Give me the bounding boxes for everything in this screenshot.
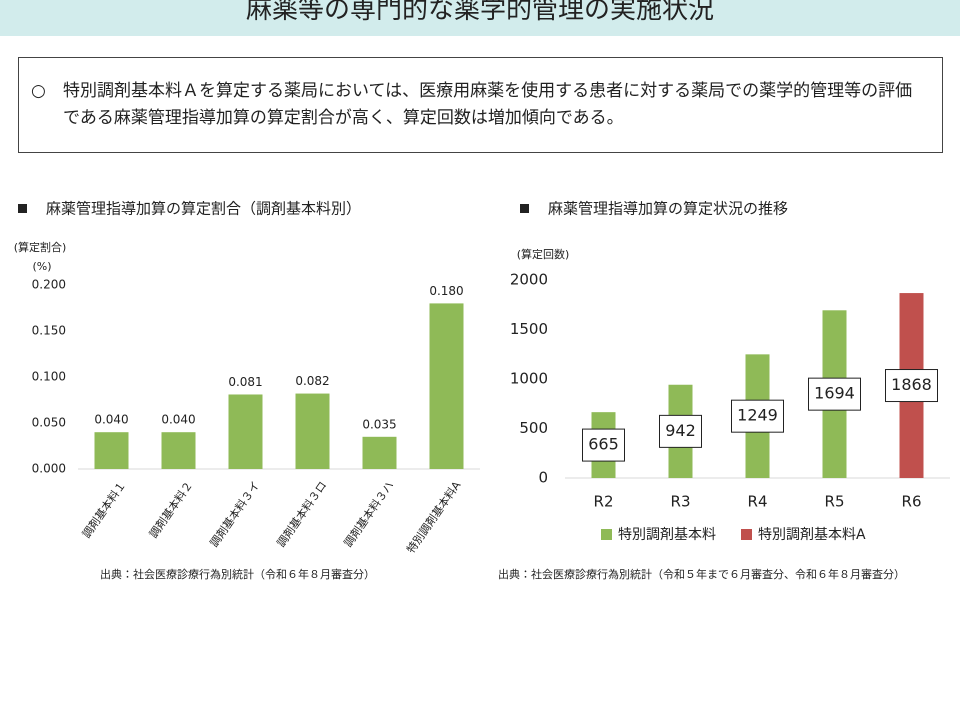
- value-label: 0.081: [228, 375, 262, 389]
- title-marker: [520, 204, 529, 213]
- y-tick-label: 0.000: [32, 462, 66, 476]
- y-axis-label: (算定割合): [14, 240, 67, 254]
- summary-text: 特別調剤基本料Ａを算定する薬局においては、医療用麻薬を使用する患者に対する薬局で…: [63, 81, 913, 128]
- value-label: 0.035: [362, 417, 396, 431]
- source-note: 出典：社会医療診療行為別統計（令和６年８月審査分）: [100, 567, 375, 581]
- title-marker: [18, 204, 27, 213]
- x-tick-label: R2: [594, 493, 614, 511]
- value-label: 0.040: [161, 413, 195, 427]
- bar: [295, 393, 330, 469]
- value-label-box: [659, 414, 702, 448]
- bar: [228, 394, 263, 469]
- y-tick-label: 0.100: [32, 370, 66, 384]
- y-tick-label: 0.050: [32, 416, 66, 430]
- value-label-box: [582, 428, 625, 462]
- x-tick-label: 調剤基本料３イ: [207, 478, 263, 549]
- source-note: 出典：社会医療診療行為別統計（令和５年まで６月審査分、令和６年８月審査分）: [498, 567, 905, 581]
- value-label: 1868: [891, 375, 932, 394]
- summary-box: ○ 特別調剤基本料Ａを算定する薬局においては、医療用麻薬を使用する患者に対する薬局…: [18, 57, 943, 153]
- x-tick-label: R3: [671, 493, 691, 511]
- y-tick-label: 0.150: [32, 324, 66, 338]
- legend-swatch: [601, 529, 612, 540]
- y-tick-label: 2000: [510, 271, 548, 289]
- chart-title: 麻薬管理指導加算の算定割合（調剤基本料別）: [46, 200, 361, 218]
- y-axis-label: (算定回数): [517, 247, 570, 261]
- value-label: 0.040: [94, 413, 128, 427]
- legend-label: 特別調剤基本料A: [758, 526, 866, 543]
- x-tick-label: 特別調剤基本料A: [403, 478, 463, 556]
- value-label: 1249: [737, 406, 778, 425]
- bullet: ○: [31, 81, 46, 101]
- y-tick-label: 0: [538, 469, 548, 487]
- page-title: 麻薬等の専門的な薬学的管理の実施状況: [245, 0, 714, 25]
- y-tick-label: 1500: [510, 320, 548, 338]
- header: 麻薬等の専門的な薬学的管理の実施状況: [0, 0, 960, 36]
- legend-swatch: [741, 529, 752, 540]
- y-tick-label: 500: [519, 419, 548, 437]
- bar: [362, 436, 397, 469]
- value-label: 665: [588, 435, 619, 454]
- bar: [94, 432, 129, 469]
- x-tick-label: 調剤基本料３ロ: [274, 478, 330, 549]
- y-tick-label: 0.200: [32, 278, 66, 292]
- x-tick-label: 調剤基本料１: [79, 478, 128, 540]
- y-tick-label: 1000: [510, 370, 548, 388]
- value-label: 0.180: [429, 284, 463, 298]
- value-label: 1694: [814, 384, 855, 403]
- bar: [429, 303, 464, 469]
- legend-label: 特別調剤基本料: [618, 526, 716, 543]
- x-tick-label: R4: [748, 493, 768, 511]
- y-axis-unit: (%): [32, 260, 51, 273]
- x-tick-label: 調剤基本料３ハ: [341, 478, 397, 549]
- chart-title: 麻薬管理指導加算の算定状況の推移: [548, 200, 788, 218]
- x-tick-label: 調剤基本料２: [146, 478, 195, 540]
- value-label: 0.082: [295, 374, 329, 388]
- x-tick-label: R6: [902, 493, 922, 511]
- x-tick-label: R5: [825, 493, 845, 511]
- value-label-box: [731, 399, 784, 433]
- value-label: 942: [665, 421, 696, 440]
- bar: [161, 432, 196, 469]
- value-label-box: [885, 369, 938, 403]
- value-label-box: [808, 377, 861, 411]
